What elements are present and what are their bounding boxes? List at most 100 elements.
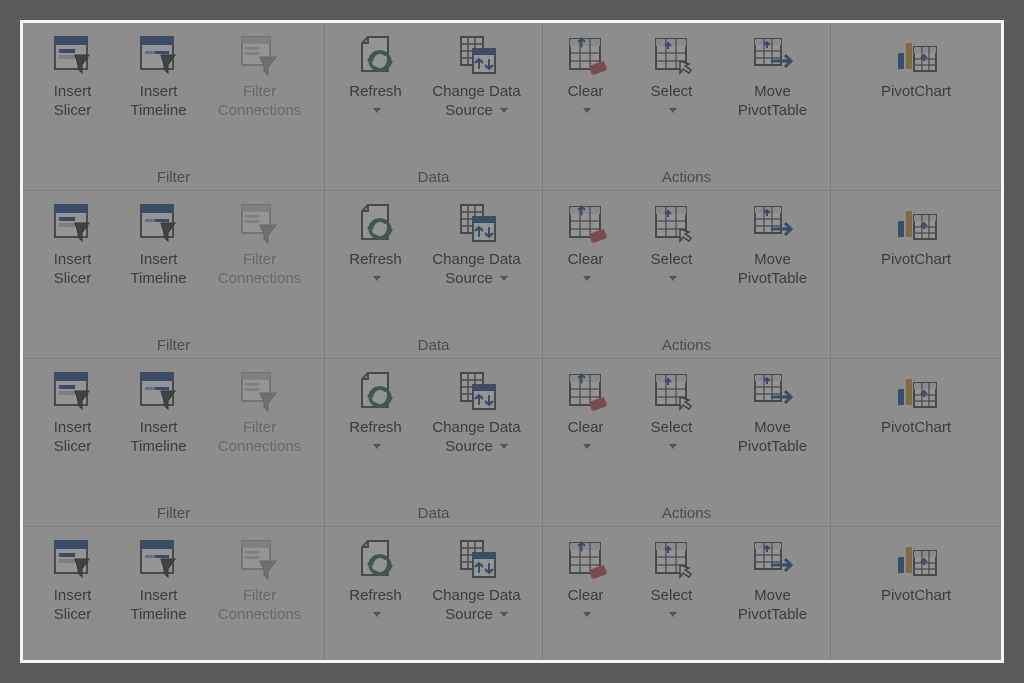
group-label-data: Data bbox=[331, 167, 536, 188]
refresh-icon bbox=[354, 537, 398, 581]
filter-connections-button[interactable]: Filter Connections bbox=[206, 197, 314, 291]
ribbon-row: Insert Slicer Insert Timeline bbox=[23, 359, 1001, 527]
group-tools: PivotChart bbox=[831, 191, 1001, 358]
label-line1: Insert bbox=[54, 587, 92, 606]
pivotchart-button[interactable]: PivotChart bbox=[861, 29, 971, 123]
pivotchart-icon bbox=[894, 201, 938, 245]
label-line1: Insert bbox=[140, 83, 178, 102]
refresh-button[interactable]: Refresh bbox=[337, 365, 415, 459]
group-label-filter: Filter bbox=[29, 335, 318, 356]
label-line2 bbox=[370, 102, 381, 121]
move-pivottable-button[interactable]: Move PivotTable bbox=[719, 29, 827, 123]
label-line2: Slicer bbox=[54, 606, 92, 625]
clear-button[interactable]: Clear bbox=[547, 533, 625, 627]
label-line1: Refresh bbox=[349, 83, 402, 102]
label-line2: Timeline bbox=[130, 270, 186, 289]
select-button[interactable]: Select bbox=[633, 365, 711, 459]
move-pivottable-button[interactable]: Move PivotTable bbox=[719, 197, 827, 291]
label-line1: Move bbox=[754, 251, 791, 270]
ribbon-row: Insert Slicer Insert Timeline bbox=[23, 23, 1001, 191]
group-data: Refresh Change Data Source Data bbox=[325, 359, 543, 526]
insert-slicer-button[interactable]: Insert Slicer bbox=[34, 29, 112, 123]
change-data-source-button[interactable]: Change Data Source bbox=[423, 365, 531, 459]
label-line1: Insert bbox=[54, 251, 92, 270]
ribbon-frame: Insert Slicer Insert Timeline bbox=[20, 20, 1004, 663]
group-actions: Clear Select bbox=[543, 527, 831, 663]
move-pivottable-icon bbox=[751, 33, 795, 77]
insert-timeline-button[interactable]: Insert Timeline bbox=[120, 365, 198, 459]
pivotchart-button[interactable]: PivotChart bbox=[861, 197, 971, 291]
label-line2 bbox=[370, 438, 381, 457]
label-line1: Select bbox=[651, 251, 693, 270]
filter-connections-button[interactable]: Filter Connections bbox=[206, 365, 314, 459]
label-line2: PivotTable bbox=[738, 270, 807, 289]
group-data: Refresh Change Data Source Data bbox=[325, 23, 543, 190]
clear-button[interactable]: Clear bbox=[547, 197, 625, 291]
change-data-source-button[interactable]: Change Data Source bbox=[423, 533, 531, 627]
group-filter: Insert Slicer Insert Timeline bbox=[23, 23, 325, 190]
refresh-icon bbox=[354, 201, 398, 245]
group-label-tools bbox=[837, 335, 995, 356]
filter-connections-button[interactable]: Filter Connections bbox=[206, 533, 314, 627]
clear-button[interactable]: Clear bbox=[547, 365, 625, 459]
insert-slicer-button[interactable]: Insert Slicer bbox=[34, 365, 112, 459]
pivotchart-icon bbox=[894, 33, 938, 77]
label-line2 bbox=[666, 270, 677, 289]
select-icon bbox=[650, 201, 694, 245]
move-pivottable-button[interactable]: Move PivotTable bbox=[719, 365, 827, 459]
label-line1: PivotChart bbox=[881, 587, 951, 606]
label-line2: Connections bbox=[218, 102, 301, 121]
insert-timeline-button[interactable]: Insert Timeline bbox=[120, 29, 198, 123]
label-line2: Timeline bbox=[130, 438, 186, 457]
label-line2: PivotTable bbox=[738, 438, 807, 457]
change-data-source-button[interactable]: Change Data Source bbox=[423, 197, 531, 291]
label-line1: Clear bbox=[568, 587, 604, 606]
insert-slicer-button[interactable]: Insert Slicer bbox=[34, 197, 112, 291]
group-label-filter: Filter bbox=[29, 503, 318, 524]
change-data-source-icon bbox=[455, 33, 499, 77]
change-data-source-icon bbox=[455, 537, 499, 581]
label-line2: Slicer bbox=[54, 102, 92, 121]
group-filter: Insert Slicer Insert Timeline bbox=[23, 191, 325, 358]
label-line2 bbox=[666, 606, 677, 625]
insert-timeline-button[interactable]: Insert Timeline bbox=[120, 197, 198, 291]
select-icon bbox=[650, 537, 694, 581]
refresh-icon bbox=[354, 33, 398, 77]
group-data: Refresh Change Data Source Data bbox=[325, 527, 543, 663]
timeline-icon bbox=[137, 33, 181, 77]
dropdown-caret-icon bbox=[500, 276, 508, 281]
label-line2: Timeline bbox=[130, 102, 186, 121]
group-label-actions: Actions bbox=[549, 503, 824, 524]
label-line1: Move bbox=[754, 419, 791, 438]
label-line1: Filter bbox=[243, 587, 276, 606]
label-line1: Insert bbox=[140, 419, 178, 438]
label-line2: Timeline bbox=[130, 606, 186, 625]
group-data: Refresh Change Data Source Data bbox=[325, 191, 543, 358]
group-label-tools bbox=[837, 167, 995, 188]
dropdown-caret-icon bbox=[669, 612, 677, 617]
label-line1: Change Data bbox=[432, 419, 520, 438]
select-button[interactable]: Select bbox=[633, 197, 711, 291]
refresh-button[interactable]: Refresh bbox=[337, 197, 415, 291]
group-label-tools bbox=[837, 503, 995, 524]
insert-slicer-button[interactable]: Insert Slicer bbox=[34, 533, 112, 627]
refresh-button[interactable]: Refresh bbox=[337, 533, 415, 627]
label-line2 bbox=[666, 438, 677, 457]
move-pivottable-button[interactable]: Move PivotTable bbox=[719, 533, 827, 627]
clear-icon bbox=[564, 537, 608, 581]
filter-connections-button[interactable]: Filter Connections bbox=[206, 29, 314, 123]
label-line1: Refresh bbox=[349, 587, 402, 606]
change-data-source-button[interactable]: Change Data Source bbox=[423, 29, 531, 123]
select-button[interactable]: Select bbox=[633, 29, 711, 123]
group-filter: Insert Slicer Insert Timeline bbox=[23, 527, 325, 663]
dropdown-caret-icon bbox=[583, 444, 591, 449]
insert-timeline-button[interactable]: Insert Timeline bbox=[120, 533, 198, 627]
pivotchart-button[interactable]: PivotChart bbox=[861, 533, 971, 627]
change-data-source-icon bbox=[455, 201, 499, 245]
move-pivottable-icon bbox=[751, 201, 795, 245]
label-line2 bbox=[914, 102, 918, 121]
select-button[interactable]: Select bbox=[633, 533, 711, 627]
pivotchart-button[interactable]: PivotChart bbox=[861, 365, 971, 459]
refresh-button[interactable]: Refresh bbox=[337, 29, 415, 123]
clear-button[interactable]: Clear bbox=[547, 29, 625, 123]
